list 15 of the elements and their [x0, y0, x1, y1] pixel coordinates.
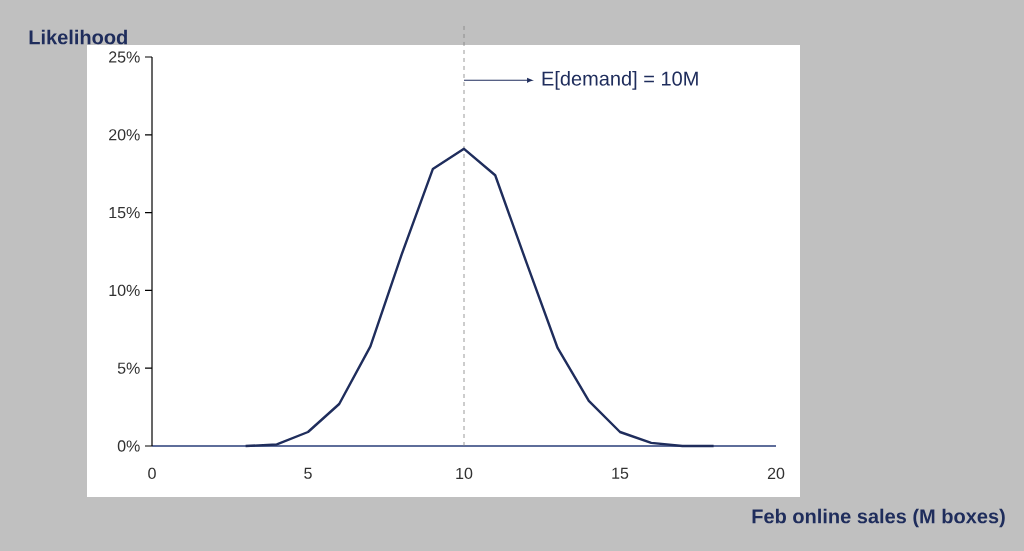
y-tick-label: 0% [117, 440, 140, 452]
x-tick-label: 5 [304, 467, 312, 479]
x-tick-label: 0 [148, 467, 156, 480]
y-tick-label: 5% [117, 362, 140, 374]
x-tick-label: 10 [456, 467, 473, 480]
y-tick-label: 15% [109, 206, 140, 219]
ref-line-label: E[demand] = 10M [542, 71, 698, 90]
x-axis-title: Feb online sales (M boxes) [752, 508, 1005, 528]
y-tick-label: 10% [109, 284, 140, 297]
y-axis-title: Likelihood [29, 29, 127, 45]
y-tick-label: 20% [109, 129, 140, 141]
x-tick-label: 20 [767, 467, 785, 480]
line-series [244, 147, 715, 448]
y-tick-label: 25% [109, 51, 140, 63]
x-tick-label: 15 [612, 467, 629, 479]
